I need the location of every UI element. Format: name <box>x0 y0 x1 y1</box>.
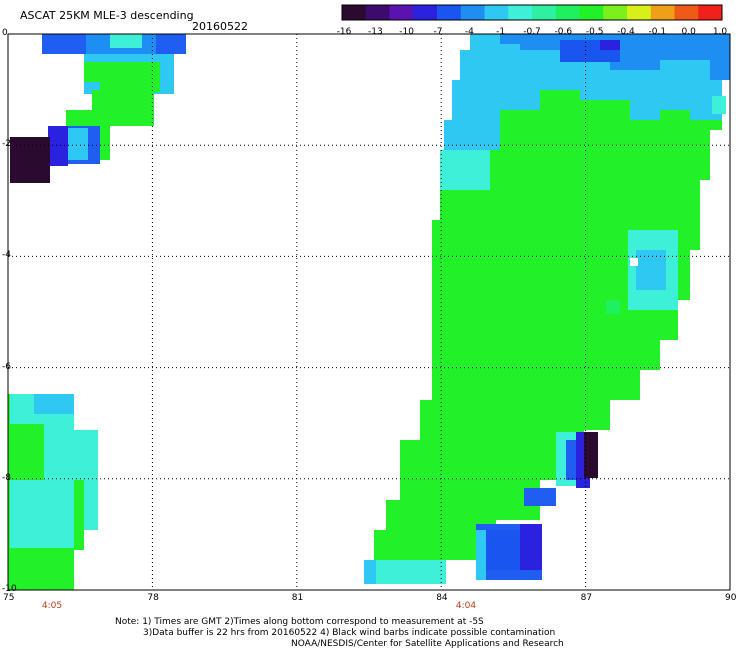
footer-note-line1: Note: 1) Times are GMT 2)Times along bot… <box>115 617 484 627</box>
swath-cell <box>10 548 74 590</box>
swath-cell <box>364 560 376 584</box>
x-tick-label: 90 <box>725 593 737 603</box>
colorbar-segment <box>627 5 652 20</box>
colorbar-segment <box>555 5 580 20</box>
x-tick-label: 78 <box>147 593 159 603</box>
swath-cell <box>10 480 76 550</box>
colorbar-label: -0.1 <box>648 27 667 37</box>
colorbar-label: -16 <box>336 27 352 37</box>
map-frame <box>7 33 731 591</box>
time-label: 4:04 <box>455 601 477 611</box>
swath-cell <box>476 530 486 580</box>
swath-cell <box>630 258 638 266</box>
swath-cell <box>520 524 542 570</box>
x-tick-label: 81 <box>291 593 304 603</box>
colorbar-label: -0.4 <box>617 27 635 37</box>
swath-cell <box>440 150 490 190</box>
colorbar-label: -10 <box>399 27 415 37</box>
colorbar-segment <box>579 5 604 20</box>
product-title: ASCAT 25KM MLE-3 descending <box>20 9 194 22</box>
swath-cell <box>600 40 620 50</box>
map-grid <box>8 34 730 590</box>
colorbar-segment <box>413 5 438 20</box>
colorbar-label: -13 <box>367 27 383 37</box>
colorbar-segment <box>389 5 414 20</box>
colorbar-segment <box>674 5 699 20</box>
swath-cell <box>34 394 74 414</box>
swath-cell <box>44 420 74 480</box>
colorbar-label: 0.0 <box>681 27 696 37</box>
colorbar-segment <box>437 5 462 20</box>
data-swaths <box>8 34 730 590</box>
colorbar-segment <box>532 5 557 20</box>
swath-cell <box>66 128 88 160</box>
swath-cell <box>10 137 50 183</box>
y-tick-label: -6 <box>2 361 11 372</box>
swath-cell <box>110 34 142 48</box>
colorbar-segment <box>650 5 675 20</box>
colorbar-label: -0.5 <box>585 27 604 37</box>
swath-cell <box>606 300 620 314</box>
swath-cell <box>524 488 556 506</box>
swath-cell <box>74 480 84 550</box>
y-tick-label: -8 <box>2 472 11 483</box>
x-tick-label: 75 <box>3 593 15 603</box>
colorbar-segment <box>508 5 533 20</box>
colorbar-label: -7 <box>433 27 443 37</box>
swath-cell <box>486 530 526 570</box>
colorbar-label: -0.6 <box>554 27 573 37</box>
y-tick-label: -10 <box>2 584 17 594</box>
swath-cell <box>100 62 160 92</box>
product-date: 20160522 <box>192 20 248 33</box>
colorbar-label: 1.0 <box>712 27 728 37</box>
swath-cell <box>364 560 446 584</box>
x-tick-label: 87 <box>580 593 593 603</box>
colorbar-segment <box>484 5 509 20</box>
time-label: 4:05 <box>41 601 63 611</box>
colorbar-segment <box>365 5 390 20</box>
footer-credit: NOAA/NESDIS/Center for Satellite Applica… <box>291 639 564 649</box>
y-tick-label: 0 <box>2 28 8 38</box>
footer-note-line2: 3)Data buffer is 22 hrs from 20160522 4)… <box>143 628 556 638</box>
colorbar-label: -0.7 <box>523 27 541 37</box>
colorbar-segment <box>460 5 485 20</box>
colorbar-segment <box>603 5 628 20</box>
swath-cell <box>584 432 598 478</box>
swath-cell <box>84 62 104 82</box>
y-tick-label: -2 <box>2 139 11 150</box>
colorbar <box>341 4 723 21</box>
colorbar-label: -4 <box>464 27 474 37</box>
colorbar-segment <box>698 5 723 20</box>
swath-cell <box>712 96 726 114</box>
x-tick-label: 84 <box>436 593 448 603</box>
y-tick-label: -4 <box>2 250 11 261</box>
colorbar-label: -1 <box>496 27 506 37</box>
colorbar-segment <box>342 5 367 20</box>
swath-cell <box>48 126 68 166</box>
colorbar-frame <box>341 4 723 21</box>
